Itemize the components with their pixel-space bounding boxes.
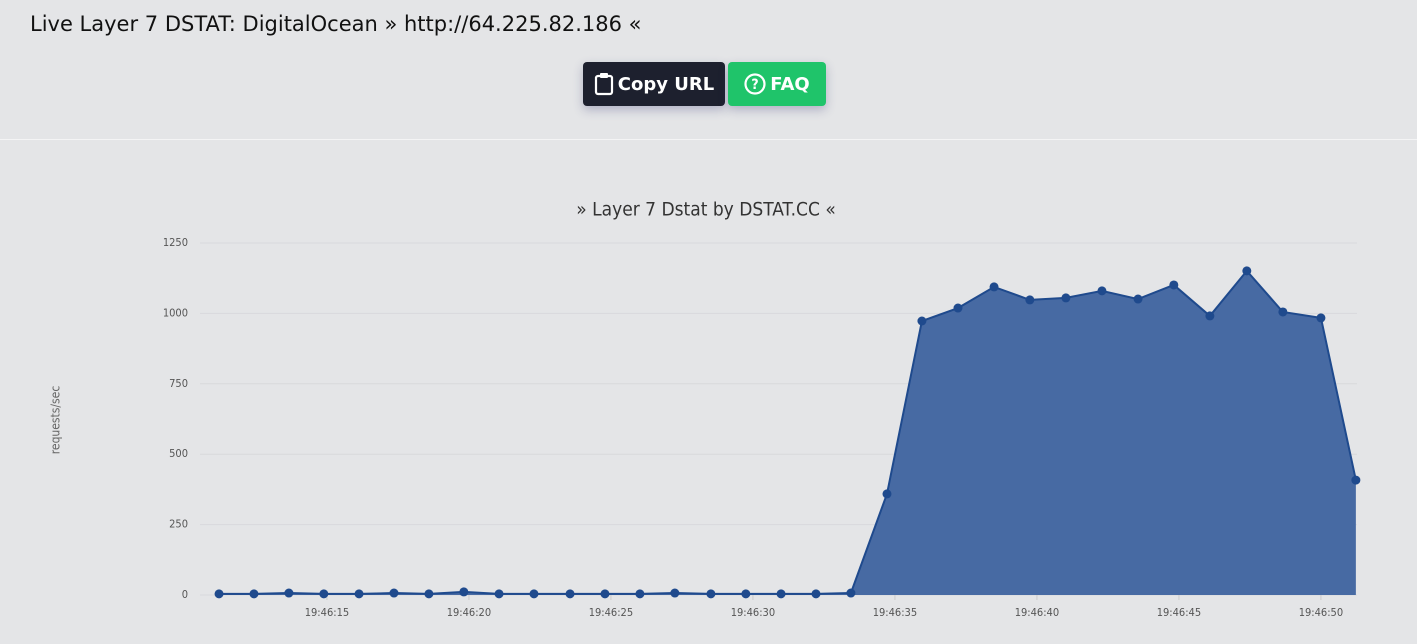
- point: [953, 303, 963, 313]
- point: [776, 589, 786, 599]
- y-tick-label: 750: [169, 377, 188, 390]
- point: [1242, 266, 1252, 276]
- x-tick-label: 19:46:40: [1015, 606, 1059, 619]
- x-tick-label: 19:46:20: [447, 606, 491, 619]
- x-tick-label: 19:46:50: [1299, 606, 1343, 619]
- point: [319, 589, 329, 599]
- clipboard-icon: [594, 73, 613, 96]
- point: [917, 316, 927, 326]
- point: [635, 589, 645, 599]
- x-tick-label: 19:46:25: [589, 606, 633, 619]
- point: [1097, 286, 1107, 296]
- y-axis-label: requests/sec: [49, 386, 63, 455]
- y-tick-label: 500: [169, 447, 188, 460]
- y-tick-label: 1250: [163, 236, 188, 249]
- x-tick-label: 19:46:30: [731, 606, 775, 619]
- point: [1133, 294, 1143, 304]
- area: [219, 270, 1356, 595]
- point: [1316, 313, 1326, 323]
- x-tick-label: 19:46:45: [1157, 606, 1201, 619]
- point: [424, 589, 434, 599]
- button-label: Copy URL: [617, 73, 715, 95]
- point: [1169, 280, 1179, 290]
- point: [529, 589, 539, 599]
- point: [1061, 293, 1071, 303]
- point: [565, 589, 575, 599]
- point: [811, 589, 821, 599]
- x-tick-label: 19:46:35: [873, 606, 917, 619]
- point: [249, 589, 259, 599]
- point: [459, 587, 469, 597]
- chart: » Layer 7 Dstat by DSTAT.CC « requests/s…: [49, 199, 1361, 619]
- point: [1351, 475, 1361, 485]
- x-tick-label: 19:46:15: [305, 606, 349, 619]
- question-icon: ?: [744, 73, 766, 95]
- point: [354, 589, 364, 599]
- separator: [0, 139, 1417, 140]
- point: [670, 588, 680, 598]
- y-tick-label: 250: [169, 518, 188, 531]
- point: [389, 588, 399, 598]
- y-tick-label: 0: [182, 588, 188, 601]
- point: [494, 589, 504, 599]
- point: [214, 589, 224, 599]
- faq-button[interactable]: ? FAQ: [728, 62, 826, 106]
- chart-title: » Layer 7 Dstat by DSTAT.CC «: [576, 199, 836, 221]
- point: [284, 588, 294, 598]
- point: [846, 588, 856, 598]
- svg-text:?: ?: [752, 77, 759, 93]
- button-label: FAQ: [770, 73, 810, 95]
- point: [882, 489, 892, 499]
- point: [706, 589, 716, 599]
- y-tick-label: 1000: [163, 306, 188, 319]
- page-title: Live Layer 7 DSTAT: DigitalOcean » http:…: [30, 12, 642, 36]
- point: [989, 282, 999, 292]
- point: [600, 589, 610, 599]
- point: [1205, 311, 1215, 321]
- point: [1278, 307, 1288, 317]
- copy-url-button[interactable]: Copy URL: [583, 62, 725, 106]
- point: [1025, 295, 1035, 305]
- point: [741, 589, 751, 599]
